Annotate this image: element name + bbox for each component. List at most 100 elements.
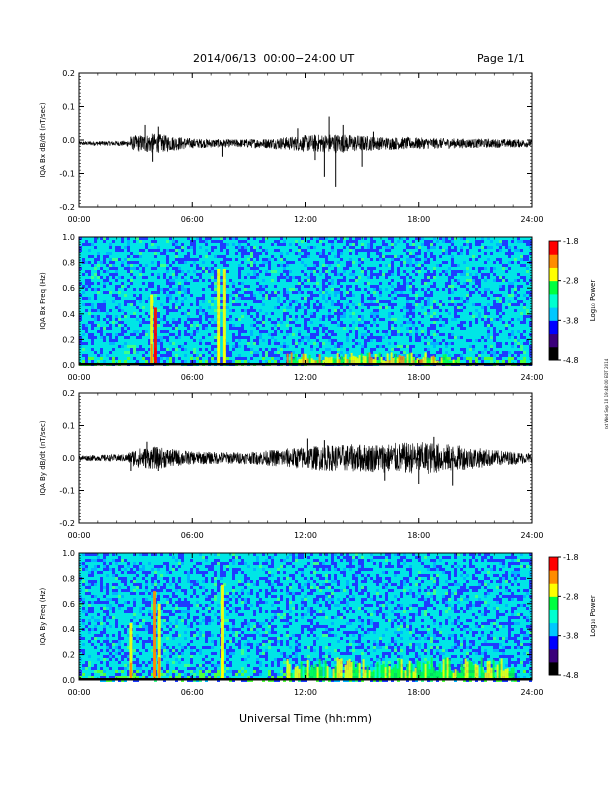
colorbar-3	[548, 556, 561, 676]
emission-feature-1	[150, 294, 154, 365]
ytick-label: -0.1	[59, 170, 75, 179]
ytick-label: 0.4	[62, 310, 75, 319]
ytick-label: 0.2	[62, 335, 75, 344]
x-axis-title: Universal Time (hh:mm)	[239, 712, 372, 725]
xtick-label: 06:00	[181, 373, 204, 382]
emission-feature-1	[153, 591, 156, 680]
xtick-label: 18:00	[407, 688, 430, 697]
ytick-label: -0.2	[59, 519, 75, 528]
ytick-label: 0.0	[62, 454, 75, 463]
xtick-label: 18:00	[407, 373, 430, 382]
spectrogram-3	[79, 553, 532, 682]
colorbar-step	[549, 635, 558, 650]
colorbar-tick-label: -2.8	[563, 592, 579, 601]
ytick-label: 1.0	[62, 549, 75, 558]
colorbar-step	[549, 609, 558, 624]
emission-feature-0	[153, 307, 157, 365]
colorbar-step	[549, 333, 558, 348]
ytick-label: 0.0	[62, 676, 75, 685]
colorbar-step	[549, 346, 558, 361]
ytick-label: 0.8	[62, 259, 75, 268]
page-indicator: Page 1/1	[477, 52, 525, 65]
emission-core-3	[221, 651, 224, 680]
xtick-label: 00:00	[67, 373, 90, 382]
emission-feature-2	[217, 269, 221, 365]
emission-core-1	[153, 653, 156, 680]
emission-core-2	[217, 336, 220, 365]
xtick-label: 12:00	[294, 688, 317, 697]
colorbar-tick-label: -3.8	[563, 316, 579, 325]
ytick-label: -0.1	[59, 487, 75, 496]
plot-title: 2014/06/13 00:00−24:00 UT	[193, 52, 355, 65]
colorbar-tick-label: -3.8	[563, 632, 579, 641]
colorbar-step	[549, 648, 558, 663]
xtick-label: 24:00	[520, 531, 543, 540]
y-axis-label: IQA By dB/dt (nT/sec)	[39, 420, 47, 495]
colorbar-step	[549, 557, 558, 571]
colorbar-step	[549, 320, 558, 335]
xtick-label: 24:00	[520, 688, 543, 697]
xtick-label: 24:00	[520, 215, 543, 224]
spectrogram-1	[79, 237, 532, 366]
xtick-label: 12:00	[294, 531, 317, 540]
series-line-0	[78, 133, 533, 154]
ytick-label: -0.2	[59, 203, 75, 212]
emission-feature-3	[222, 269, 226, 365]
emission-core-3	[223, 336, 226, 365]
y-axis-label: IQA Bx Freq (Hz)	[39, 272, 47, 330]
xtick-label: 06:00	[181, 215, 204, 224]
emission-core-0	[154, 347, 157, 365]
colorbar-step	[549, 241, 558, 255]
xtick-label: 00:00	[67, 531, 90, 540]
xtick-label: 24:00	[520, 373, 543, 382]
xtick-label: 18:00	[407, 531, 430, 540]
side-stamp: rxt Wed Sep 10 19:48:00 EDT 2014	[604, 358, 609, 429]
colorbar-frame	[548, 240, 559, 361]
y-axis-label: IQA By Freq (Hz)	[39, 588, 47, 646]
xtick-label: 00:00	[67, 215, 90, 224]
xtick-label: 06:00	[181, 531, 204, 540]
colorbar-step	[549, 570, 558, 584]
ytick-label: 0.4	[62, 625, 75, 634]
ytick-label: 0.0	[62, 136, 75, 145]
ytick-label: 1.0	[62, 233, 75, 242]
colorbar-tick-label: -1.8	[563, 553, 579, 562]
emission-feature-0	[129, 622, 133, 680]
colorbar-step	[549, 293, 558, 308]
ytick-label: 0.6	[62, 284, 75, 293]
colorbar-tick-label: -2.8	[563, 277, 579, 286]
colorbar-1	[548, 240, 561, 361]
xtick-label: 00:00	[67, 688, 90, 697]
colorbar-label: Log₁₀ Power	[589, 280, 597, 322]
colorbar-step	[549, 267, 558, 282]
xtick-label: 06:00	[181, 688, 204, 697]
ytick-label: 0.0	[62, 361, 75, 370]
colorbar-tick-label: -1.8	[563, 237, 579, 246]
ytick-label: 0.1	[62, 422, 75, 431]
ytick-label: 0.8	[62, 574, 75, 583]
colorbar-label: Log₁₀ Power	[589, 595, 597, 637]
ytick-label: 0.2	[62, 651, 75, 660]
ytick-label: 0.2	[62, 389, 75, 398]
emission-feature-2	[157, 603, 161, 680]
xtick-label: 12:00	[294, 215, 317, 224]
ytick-label: 0.6	[62, 600, 75, 609]
series-line-2	[78, 442, 533, 474]
colorbar-step	[549, 307, 558, 321]
emission-core-2	[158, 657, 161, 680]
xtick-label: 18:00	[407, 215, 430, 224]
emission-core-0	[129, 662, 132, 680]
colorbar-step	[549, 280, 558, 295]
emission-feature-3	[220, 584, 224, 680]
xtick-label: 12:00	[294, 373, 317, 382]
colorbar-tick-label: -4.8	[563, 671, 579, 680]
colorbar-step	[549, 661, 558, 676]
colorbar-frame	[548, 556, 559, 676]
colorbar-step	[549, 596, 558, 610]
ytick-label: 0.2	[62, 69, 75, 78]
colorbar-step	[549, 254, 558, 268]
y-axis-label: IQA Bx dB/dt (nT/sec)	[39, 102, 47, 177]
colorbar-tick-label: -4.8	[563, 356, 579, 365]
colorbar-step	[549, 622, 558, 637]
